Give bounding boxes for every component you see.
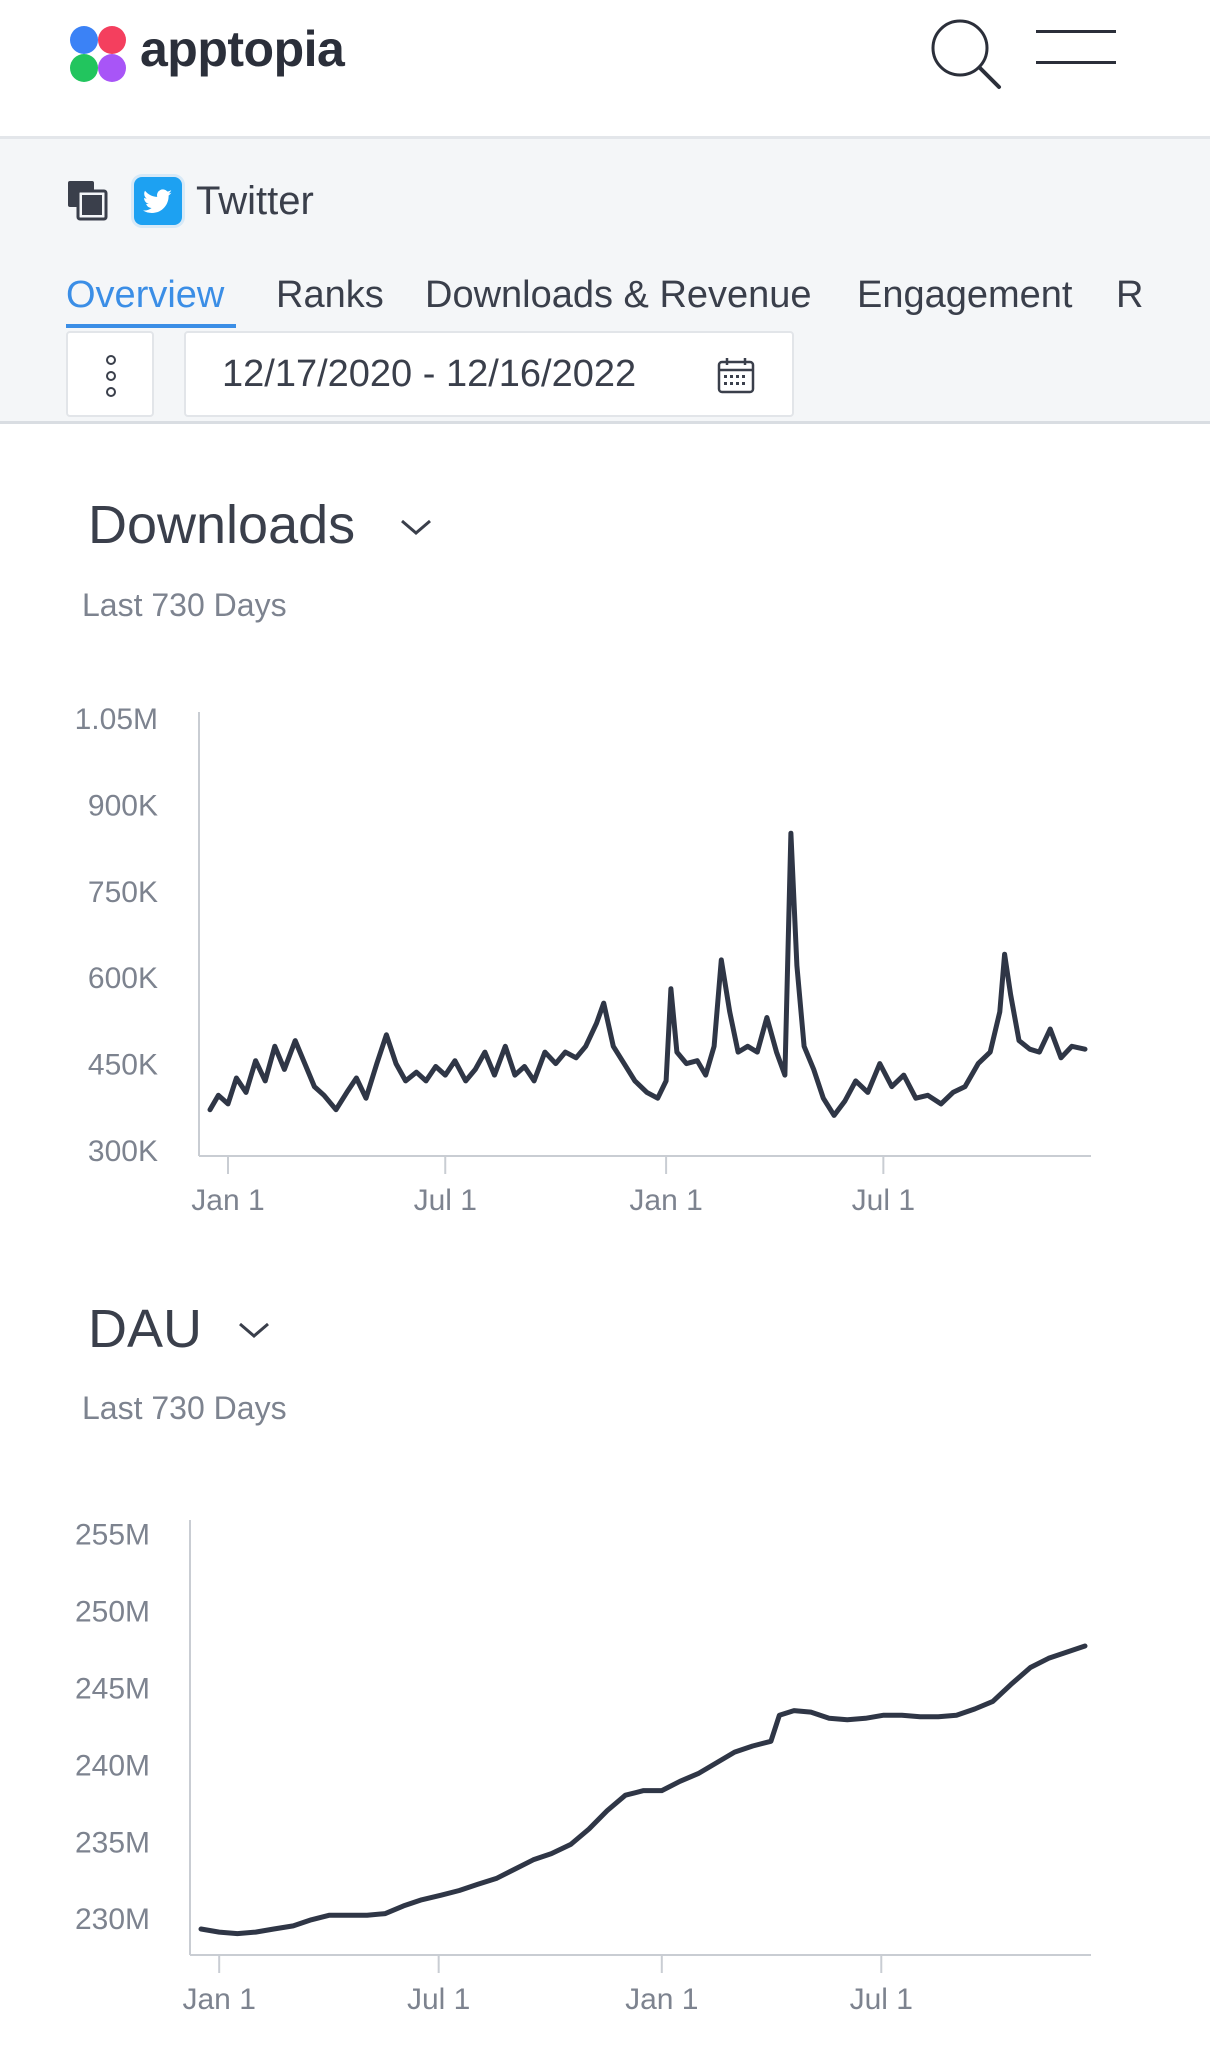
dau-subtitle: Last 730 Days [82, 1390, 287, 1426]
downloads-x-tick-label: Jul 1 [414, 1184, 477, 1217]
dau-x-tick-label: Jul 1 [407, 1983, 470, 2016]
date-range-text: 12/17/2020 - 12/16/2022 [222, 353, 637, 395]
downloads-series-line [207, 830, 1088, 1118]
twitter-app-icon [134, 177, 182, 225]
dau-y-tick-label: 245M [75, 1673, 150, 1706]
brand-name[interactable]: apptopia [140, 21, 345, 77]
downloads-chart: 300K 450K 600K 750K 900K 1.05M Jan 1 Jul 1 Jan 1… [75, 703, 1091, 1217]
dau-y-tick-label: 240M [75, 1749, 150, 1782]
active-tab-indicator [66, 324, 236, 328]
calendar-icon[interactable] [716, 355, 756, 395]
downloads-y-tick-label: 750K [88, 876, 158, 909]
date-range-picker[interactable]: 12/17/2020 - 12/16/2022 [184, 331, 794, 417]
dau-y-tick-label: 255M [75, 1519, 150, 1552]
top-header: apptopia [0, 0, 1210, 139]
downloads-y-tick-label: 1.05M [75, 703, 158, 736]
dau-y-tick-label: 230M [75, 1903, 150, 1936]
dau-y-tick-label: 235M [75, 1826, 150, 1859]
downloads-y-tick-label: 900K [88, 789, 158, 822]
dau-x-tick-label: Jan 1 [625, 1983, 698, 2016]
dau-chart: 230M 235M 240M 245M 250M 255M Jan 1 Jul 1 Jan 1 J… [75, 1519, 1091, 2016]
dau-series-line [198, 1643, 1088, 1937]
chevron-down-icon[interactable] [236, 1318, 272, 1342]
compare-apps-icon[interactable] [66, 179, 108, 221]
apptopia-logo-icon[interactable] [66, 22, 130, 86]
app-name: Twitter [196, 179, 314, 223]
downloads-y-tick-label: 300K [88, 1135, 158, 1168]
downloads-subtitle: Last 730 Days [82, 587, 287, 623]
tab-ranks[interactable]: Ranks [276, 274, 384, 316]
dau-x-tick-label: Jan 1 [182, 1983, 255, 2016]
downloads-x-tick-label: Jan 1 [191, 1184, 264, 1217]
tab-more[interactable]: R [1116, 274, 1144, 316]
downloads-x-tick-label: Jan 1 [629, 1184, 702, 1217]
tab-overview[interactable]: Overview [66, 274, 225, 316]
downloads-y-tick-label: 450K [88, 1049, 158, 1082]
app-bar: Twitter Overview Ranks Downloads & Reven… [0, 139, 1210, 424]
tab-downloads-revenue[interactable]: Downloads & Revenue [425, 274, 812, 316]
tab-engagement[interactable]: Engagement [857, 274, 1073, 316]
downloads-x-tick-label: Jul 1 [852, 1184, 915, 1217]
hamburger-menu-icon[interactable] [1036, 30, 1116, 76]
downloads-title[interactable]: Downloads [88, 495, 356, 555]
chevron-down-icon[interactable] [398, 515, 434, 539]
dau-title[interactable]: DAU [88, 1299, 203, 1359]
search-icon[interactable] [926, 14, 1006, 94]
more-options-button[interactable] [66, 331, 154, 417]
dau-y-tick-label: 250M [75, 1596, 150, 1629]
dau-x-tick-label: Jul 1 [850, 1983, 913, 2016]
downloads-y-tick-label: 600K [88, 962, 158, 995]
